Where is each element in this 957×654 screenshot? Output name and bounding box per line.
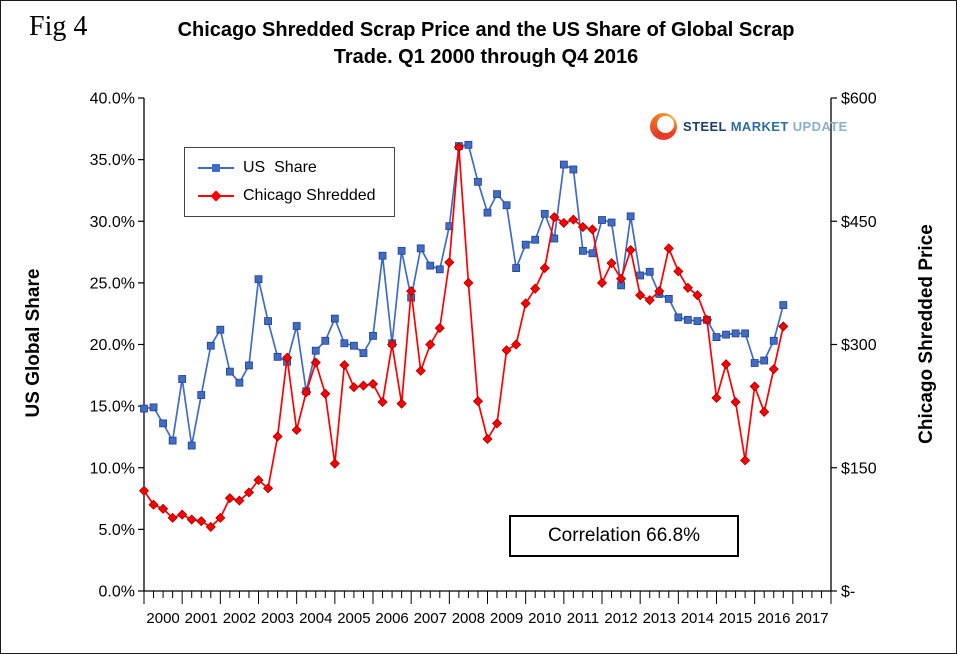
smu-logo-steel: STEEL — [683, 119, 727, 134]
svg-text:40.0%: 40.0% — [90, 91, 135, 108]
svg-text:2007: 2007 — [414, 610, 447, 627]
svg-text:20.0%: 20.0% — [90, 337, 135, 354]
svg-text:2001: 2001 — [185, 610, 218, 627]
svg-text:2013: 2013 — [643, 610, 676, 627]
legend: US Share Chicago Shredded — [184, 147, 395, 217]
legend-swatch-chicago-shredded — [198, 190, 234, 202]
legend-label-us-share: US Share — [243, 159, 317, 176]
svg-text:2000: 2000 — [146, 610, 179, 627]
svg-text:10.0%: 10.0% — [90, 460, 135, 477]
square-marker-icon — [212, 164, 220, 172]
smu-logo-market: MARKET — [730, 119, 789, 134]
svg-text:5.0%: 5.0% — [99, 522, 135, 539]
svg-text:30.0%: 30.0% — [90, 214, 135, 231]
smu-logo: STEEL MARKET UPDATE — [650, 113, 848, 140]
legend-swatch-us-share — [198, 164, 234, 172]
svg-text:2015: 2015 — [719, 610, 752, 627]
smu-logo-text: STEEL MARKET UPDATE — [683, 119, 848, 134]
svg-text:35.0%: 35.0% — [90, 152, 135, 169]
figure-label: Fig 4 — [29, 11, 88, 42]
svg-text:2016: 2016 — [757, 610, 790, 627]
legend-item-chicago-shredded: Chicago Shredded — [198, 187, 376, 205]
smu-logo-update: UPDATE — [792, 119, 848, 134]
svg-text:2008: 2008 — [452, 610, 485, 627]
svg-text:2002: 2002 — [223, 610, 256, 627]
svg-text:2011: 2011 — [567, 610, 599, 627]
svg-text:2004: 2004 — [299, 610, 332, 627]
chart-title-line-1: Chicago Shredded Scrap Price and the US … — [177, 19, 795, 41]
legend-label-chicago-shredded: Chicago Shredded — [243, 187, 376, 204]
correlation-annotation: Correlation 66.8% — [509, 515, 739, 557]
svg-text:$450: $450 — [841, 214, 877, 231]
svg-text:2017: 2017 — [795, 610, 828, 627]
svg-text:2010: 2010 — [528, 610, 561, 627]
svg-text:15.0%: 15.0% — [90, 399, 135, 416]
smu-logo-crescent-icon — [650, 113, 677, 140]
correlation-label: Correlation 66.8% — [547, 525, 701, 546]
svg-text:0.0%: 0.0% — [99, 584, 135, 601]
svg-text:$150: $150 — [841, 460, 877, 477]
svg-text:2005: 2005 — [337, 610, 370, 627]
svg-text:$300: $300 — [841, 337, 877, 354]
svg-text:2012: 2012 — [604, 610, 637, 627]
svg-text:$-: $- — [841, 584, 855, 601]
svg-text:2003: 2003 — [261, 610, 294, 627]
chart-title-line-2: Trade. Q1 2000 through Q4 2016 — [333, 46, 639, 68]
legend-item-us-share: US Share — [198, 159, 376, 177]
svg-text:2006: 2006 — [375, 610, 408, 627]
svg-text:2014: 2014 — [681, 610, 714, 627]
diamond-marker-icon — [210, 190, 222, 202]
svg-text:$600: $600 — [841, 91, 877, 108]
chart-title: Chicago Shredded Scrap Price and the US … — [136, 17, 836, 71]
svg-text:25.0%: 25.0% — [90, 275, 135, 292]
svg-text:2009: 2009 — [490, 610, 523, 627]
